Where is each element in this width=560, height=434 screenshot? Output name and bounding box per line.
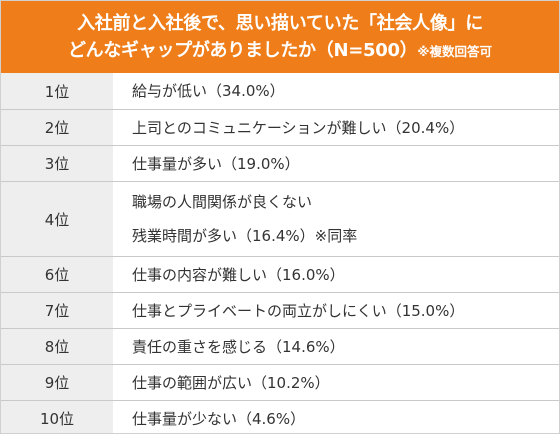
rank-cell: 4位 bbox=[1, 182, 113, 256]
header-title-line-1: 入社前と入社後で、思い描いていた「社会人像」に bbox=[77, 13, 483, 34]
item-cell: 職場の人間関係が良くない 残業時間が多い（16.4%）※同率 bbox=[113, 182, 559, 256]
item-cell: 給与が低い（34.0%） bbox=[113, 73, 559, 109]
table-row: 9位 仕事の範囲が広い（10.2%） bbox=[1, 364, 559, 400]
item-text: 職場の人間関係が良くない bbox=[132, 193, 313, 211]
item-cell: 仕事量が多い（19.0%） bbox=[113, 146, 559, 181]
item-text: 仕事量が少ない（4.6%） bbox=[132, 409, 306, 428]
table-row: 1位 給与が低い（34.0%） bbox=[1, 73, 559, 109]
rank-cell: 10位 bbox=[1, 401, 113, 433]
item-cell: 仕事の範囲が広い（10.2%） bbox=[113, 365, 559, 400]
item-cell: 仕事とプライベートの両立がしにくい（15.0%） bbox=[113, 293, 559, 328]
rank-cell: 2位 bbox=[1, 110, 113, 145]
rank-cell: 7位 bbox=[1, 293, 113, 328]
table-row: 6位 仕事の内容が難しい（16.0%） bbox=[1, 256, 559, 292]
item-text: 上司とのコミュニケーションが難しい（20.4%） bbox=[132, 118, 465, 137]
item-text: 残業時間が多い（16.4%）※同率 bbox=[132, 227, 358, 245]
item-text: 仕事の範囲が広い（10.2%） bbox=[132, 373, 330, 392]
rank-cell: 8位 bbox=[1, 329, 113, 364]
item-cell: 上司とのコミュニケーションが難しい（20.4%） bbox=[113, 110, 559, 145]
rank-cell: 3位 bbox=[1, 146, 113, 181]
item-text: 給与が低い（34.0%） bbox=[132, 82, 285, 100]
table-row: 4位 職場の人間関係が良くない 残業時間が多い（16.4%）※同率 bbox=[1, 181, 559, 256]
rank-cell: 1位 bbox=[1, 73, 113, 109]
table-row: 2位 上司とのコミュニケーションが難しい（20.4%） bbox=[1, 109, 559, 145]
item-text: 仕事量が多い（19.0%） bbox=[132, 154, 300, 173]
item-text: 責任の重さを感じる（14.6%） bbox=[132, 337, 345, 356]
table-row: 10位 仕事量が少ない（4.6%） bbox=[1, 400, 559, 433]
table-row: 7位 仕事とプライベートの両立がしにくい（15.0%） bbox=[1, 292, 559, 328]
header-title-line-2: どんなギャップがありましたか（N=500）※複数回答可 bbox=[1, 37, 559, 65]
item-cell: 責任の重さを感じる（14.6%） bbox=[113, 329, 559, 364]
item-cell: 仕事の内容が難しい（16.0%） bbox=[113, 257, 559, 292]
table-row: 3位 仕事量が多い（19.0%） bbox=[1, 145, 559, 181]
table-row: 8位 責任の重さを感じる（14.6%） bbox=[1, 328, 559, 364]
item-text: 仕事とプライベートの両立がしにくい（15.0%） bbox=[132, 301, 465, 320]
table-header: 入社前と入社後で、思い描いていた「社会人像」に どんなギャップがありましたか（N… bbox=[1, 1, 559, 73]
header-note: ※複数回答可 bbox=[417, 44, 493, 59]
item-text: 仕事の内容が難しい（16.0%） bbox=[132, 265, 345, 284]
header-question: どんなギャップがありましたか（N=500） bbox=[67, 40, 418, 61]
rank-cell: 9位 bbox=[1, 365, 113, 400]
item-cell: 仕事量が少ない（4.6%） bbox=[113, 401, 559, 433]
rank-cell: 6位 bbox=[1, 257, 113, 292]
